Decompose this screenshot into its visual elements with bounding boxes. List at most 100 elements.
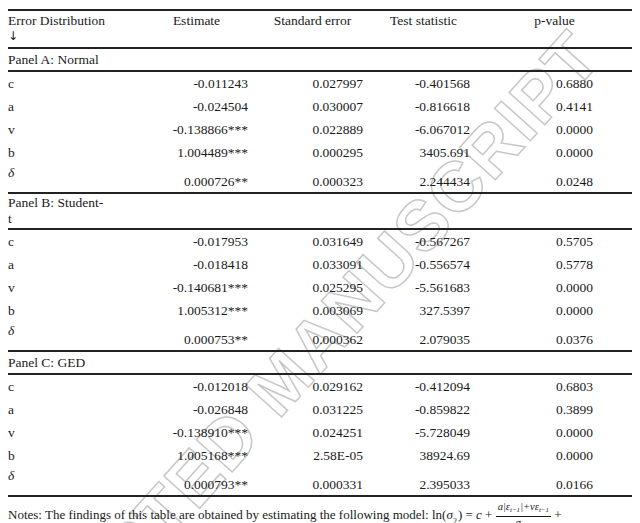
estimate-cell: -0.138910*** xyxy=(138,421,255,444)
pvalue-cell: 0.0000 xyxy=(477,276,632,299)
estimate-cell: -0.026848 xyxy=(138,398,255,421)
fraction-denominator: σt−1 xyxy=(496,517,551,523)
estimate-cell: 0.000793** xyxy=(138,467,255,496)
panel-header-row: Panel B: Student-t xyxy=(8,193,632,229)
tstat-cell: -0.412094 xyxy=(370,374,477,398)
column-header-estimate: Estimate xyxy=(138,10,255,48)
panel-label: Panel A: Normal xyxy=(8,48,632,71)
se-cell: 0.027997 xyxy=(255,71,370,95)
tstat-cell: -0.859822 xyxy=(370,398,477,421)
param-label: a xyxy=(8,253,138,276)
tstat-cell: -0.567267 xyxy=(370,229,477,253)
se-cell: 0.029162 xyxy=(255,374,370,398)
table-row: δ 0.000753** 0.000362 2.079035 0.0376 xyxy=(8,322,632,351)
se-cell: 0.000331 xyxy=(255,467,370,496)
panel-label: Panel B: Student-t xyxy=(8,193,632,229)
param-label-delta: δ xyxy=(8,322,138,351)
table-row: c -0.011243 0.027997 -0.401568 0.6880 xyxy=(8,71,632,95)
estimate-cell: -0.138866*** xyxy=(138,118,255,141)
se-cell: 0.003069 xyxy=(255,299,370,322)
pvalue-cell: 0.0248 xyxy=(477,164,632,193)
pvalue-cell: 0.5705 xyxy=(477,229,632,253)
estimate-cell: -0.018418 xyxy=(138,253,255,276)
param-label: c xyxy=(8,229,138,253)
estimate-cell: -0.011243 xyxy=(138,71,255,95)
pvalue-cell: 0.0000 xyxy=(477,118,632,141)
table-content: Error Distribution↓ Estimate Standard er… xyxy=(8,9,632,523)
table-row: b 1.004489*** 0.000295 3405.691 0.0000 xyxy=(8,141,632,164)
manuscript-page: ACCEPTED MANUSCRIPT Error Distribution↓ … xyxy=(0,0,640,523)
column-header-p-value: p-value xyxy=(477,10,632,48)
se-cell: 0.000295 xyxy=(255,141,370,164)
pvalue-cell: 0.0000 xyxy=(477,299,632,322)
se-cell: 0.031225 xyxy=(255,398,370,421)
table-notes: Notes: The findings of this table are ob… xyxy=(8,501,640,523)
se-cell: 0.022889 xyxy=(255,118,370,141)
results-table: Error Distribution↓ Estimate Standard er… xyxy=(8,9,632,497)
table-row: δ 0.000726** 0.000323 2.244434 0.0248 xyxy=(8,164,632,193)
estimate-cell: 1.005312*** xyxy=(138,299,255,322)
estimate-cell: -0.024504 xyxy=(138,95,255,118)
param-label: v xyxy=(8,118,138,141)
pvalue-cell: 0.4141 xyxy=(477,95,632,118)
table-row: a -0.026848 0.031225 -0.859822 0.3899 xyxy=(8,398,632,421)
se-cell: 0.030007 xyxy=(255,95,370,118)
table-row: v -0.138910*** 0.024251 -5.728049 0.0000 xyxy=(8,421,632,444)
se-cell: 0.000362 xyxy=(255,322,370,351)
pvalue-cell: 0.0166 xyxy=(477,467,632,496)
tstat-cell: -0.816618 xyxy=(370,95,477,118)
panel-a: Panel A: Normal c -0.011243 0.027997 -0.… xyxy=(8,48,632,193)
param-label: c xyxy=(8,71,138,95)
panel-b: Panel B: Student-t c -0.017953 0.031649 … xyxy=(8,193,632,351)
pvalue-cell: 0.0376 xyxy=(477,322,632,351)
tstat-cell: 2.395033 xyxy=(370,467,477,496)
tstat-cell: -5.728049 xyxy=(370,421,477,444)
pvalue-cell: 0.0000 xyxy=(477,141,632,164)
table-row: c -0.017953 0.031649 -0.567267 0.5705 xyxy=(8,229,632,253)
column-header-standard-error: Standard error xyxy=(255,10,370,48)
se-cell: 0.031649 xyxy=(255,229,370,253)
estimate-cell: 0.000726** xyxy=(138,164,255,193)
estimate-cell: -0.140681*** xyxy=(138,276,255,299)
table-row: b 1.005312*** 0.003069 327.5397 0.0000 xyxy=(8,299,632,322)
down-arrow-icon: ↓ xyxy=(8,29,138,44)
estimate-cell: 0.000753** xyxy=(138,322,255,351)
se-cell: 0.024251 xyxy=(255,421,370,444)
table-row: b 1.005168*** 2.58E-05 38924.69 0.0000 xyxy=(8,444,632,467)
column-header-label: Error Distribution xyxy=(8,13,105,28)
panel-header-row: Panel C: GED xyxy=(8,351,632,374)
pvalue-cell: 0.6880 xyxy=(477,71,632,95)
column-header-test-statistic: Test statistic xyxy=(370,10,477,48)
param-label: v xyxy=(8,421,138,444)
table-row: a -0.018418 0.033091 -0.556574 0.5778 xyxy=(8,253,632,276)
param-label: b xyxy=(8,299,138,322)
panel-label: Panel C: GED xyxy=(8,351,632,374)
table-row: a -0.024504 0.030007 -0.816618 0.4141 xyxy=(8,95,632,118)
fraction-numerator: a|εt−1|+vεt−1 xyxy=(496,501,551,517)
estimate-cell: -0.012018 xyxy=(138,374,255,398)
tstat-cell: -6.067012 xyxy=(370,118,477,141)
param-label: b xyxy=(8,141,138,164)
notes-intro: Notes: The findings of this table are ob… xyxy=(8,507,432,522)
tstat-cell: -5.561683 xyxy=(370,276,477,299)
param-label: b xyxy=(8,444,138,467)
se-cell: 0.000323 xyxy=(255,164,370,193)
estimate-cell: -0.017953 xyxy=(138,229,255,253)
se-cell: 0.025295 xyxy=(255,276,370,299)
se-cell: 2.58E-05 xyxy=(255,444,370,467)
panel-header-row: Panel A: Normal xyxy=(8,48,632,71)
tstat-cell: 3405.691 xyxy=(370,141,477,164)
pvalue-cell: 0.6803 xyxy=(477,374,632,398)
tstat-cell: 38924.69 xyxy=(370,444,477,467)
pvalue-cell: 0.0000 xyxy=(477,421,632,444)
tstat-cell: -0.556574 xyxy=(370,253,477,276)
table-row: v -0.138866*** 0.022889 -6.067012 0.0000 xyxy=(8,118,632,141)
param-label: a xyxy=(8,398,138,421)
table-row: v -0.140681*** 0.025295 -5.561683 0.0000 xyxy=(8,276,632,299)
notes-line-1: Notes: The findings of this table are ob… xyxy=(8,501,640,523)
estimate-cell: 1.004489*** xyxy=(138,141,255,164)
tstat-cell: -0.401568 xyxy=(370,71,477,95)
header-row: Error Distribution↓ Estimate Standard er… xyxy=(8,10,632,48)
formula-fraction: a|εt−1|+vεt−1σt−1 xyxy=(496,501,551,523)
table-row: c -0.012018 0.029162 -0.412094 0.6803 xyxy=(8,374,632,398)
